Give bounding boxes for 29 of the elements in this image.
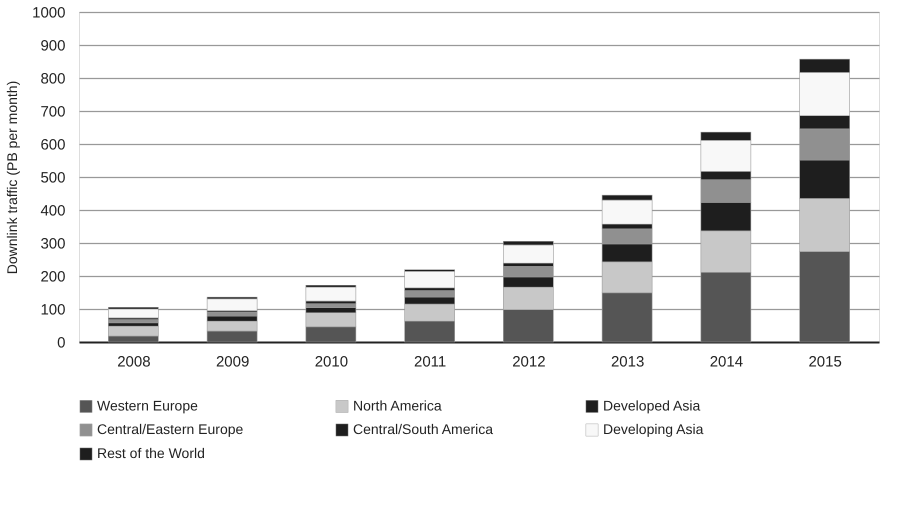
y-tick-label: 0 (57, 334, 66, 352)
legend-label: Developed Asia (603, 397, 701, 414)
x-tick-label: 2013 (610, 354, 644, 370)
bar (503, 244, 554, 264)
x-tick-label: 2012 (512, 354, 546, 370)
y-axis-title: Downlink traffic (PB per month) (4, 80, 20, 274)
y-tick-label: 100 (40, 302, 66, 318)
x-tick-label: 2010 (314, 354, 348, 370)
y-tick-label: 900 (40, 38, 66, 54)
y-tick-label: 300 (40, 236, 66, 252)
legend-label: Rest of the World (97, 445, 205, 461)
y-tick-label: 800 (40, 70, 66, 88)
legend-label: Developing Asia (603, 421, 704, 437)
legend-label: Central/Eastern Europe (97, 421, 244, 437)
legend-label: Central/South America (353, 421, 494, 437)
y-tick-label: 400 (40, 202, 66, 220)
x-tick-label: 2008 (117, 354, 151, 370)
y-tick-label: 700 (40, 104, 66, 120)
y-tick-label: 500 (40, 170, 66, 186)
legend-label: Western Europe (97, 397, 198, 414)
bar (306, 286, 356, 302)
legend-label: North America (353, 397, 442, 414)
x-tick-label: 2009 (216, 354, 250, 370)
y-tick-label: 1000 (32, 4, 66, 22)
x-tick-label: 2014 (710, 354, 744, 370)
x-tick-label: 2011 (414, 354, 446, 370)
y-tick-label: 600 (40, 136, 66, 154)
x-tick-label: 2015 (808, 354, 842, 370)
y-tick-label: 200 (40, 268, 66, 286)
